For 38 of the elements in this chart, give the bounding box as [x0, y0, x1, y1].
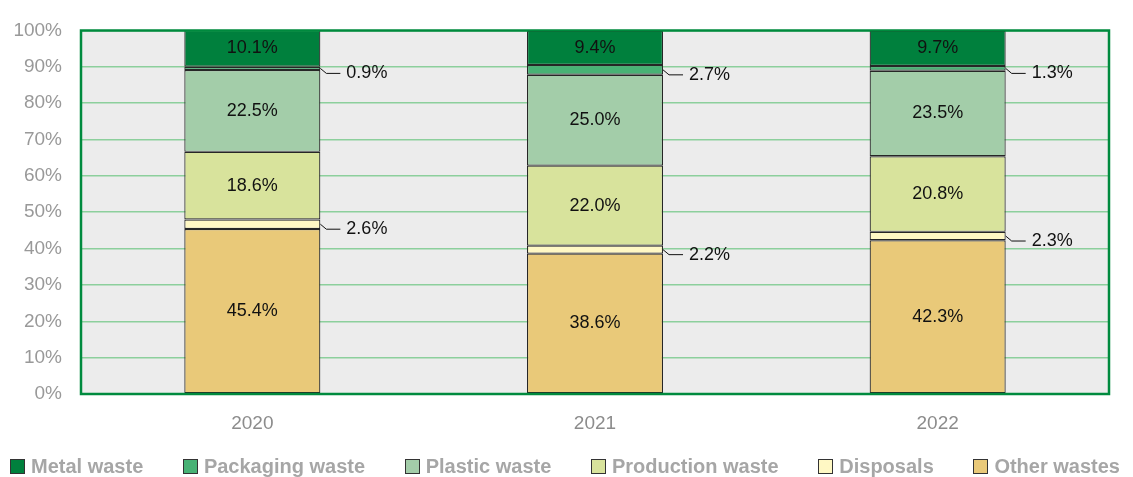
- y-tick-label: 40%: [23, 236, 63, 258]
- data-label: 38.6%: [569, 312, 621, 333]
- data-label: 25.0%: [569, 109, 621, 130]
- data-label: 2.6%: [346, 218, 388, 239]
- data-label: 10.1%: [226, 37, 278, 58]
- data-label: 0.9%: [346, 62, 388, 83]
- data-label: 2.7%: [689, 63, 731, 84]
- legend-label: Production waste: [611, 455, 779, 477]
- data-label: 22.5%: [226, 99, 278, 120]
- x-tick-label: 2021: [573, 411, 617, 433]
- data-label: 2.2%: [689, 243, 731, 264]
- data-label: 45.4%: [226, 300, 278, 321]
- data-label: 18.6%: [226, 174, 278, 195]
- y-tick-label: 100%: [13, 18, 63, 40]
- x-tick-label: 2020: [231, 411, 274, 433]
- legend-label: Other wastes: [994, 455, 1120, 477]
- y-tick-label: 60%: [23, 164, 63, 186]
- legend-label: Metal waste: [31, 455, 144, 477]
- x-tick-label: 2022: [916, 411, 959, 433]
- data-label: 23.5%: [912, 102, 964, 123]
- data-label: 1.3%: [1031, 62, 1073, 83]
- data-label: 9.7%: [917, 37, 959, 58]
- y-tick-label: 10%: [23, 345, 63, 367]
- y-tick-label: 20%: [23, 309, 63, 331]
- legend-label: Disposals: [839, 455, 934, 477]
- data-label: 20.8%: [912, 182, 964, 203]
- legend-label: Packaging waste: [203, 455, 366, 477]
- y-tick-label: 90%: [23, 54, 63, 76]
- data-label: 2.3%: [1031, 229, 1073, 250]
- data-label: 42.3%: [912, 305, 964, 326]
- data-label: 22.0%: [569, 194, 621, 215]
- y-tick-label: 80%: [23, 91, 63, 113]
- legend-label: Plastic waste: [425, 455, 552, 477]
- data-label: 9.4%: [574, 36, 616, 57]
- y-tick-label: 70%: [23, 127, 63, 149]
- y-tick-label: 50%: [23, 200, 63, 222]
- y-tick-label: 0%: [34, 382, 63, 404]
- y-tick-label: 30%: [23, 273, 63, 295]
